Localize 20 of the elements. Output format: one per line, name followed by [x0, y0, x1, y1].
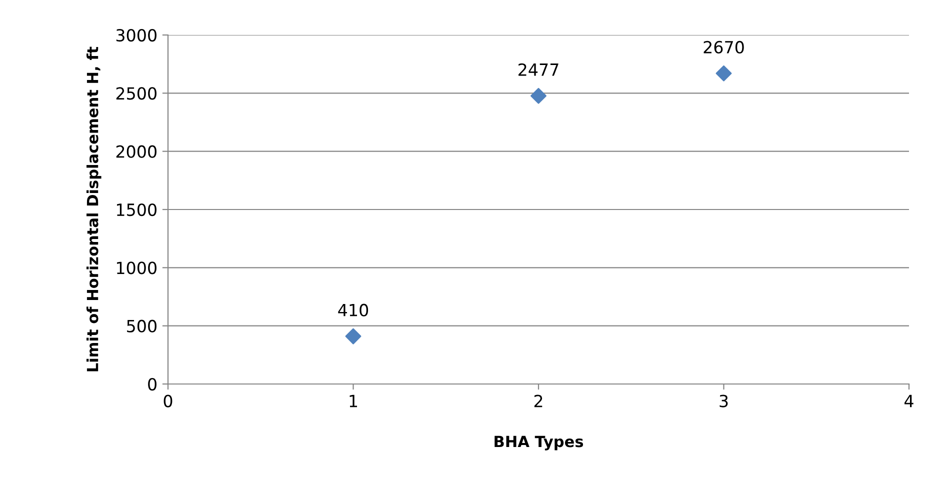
- x-tick-label: 1: [350, 394, 358, 408]
- point: [345, 328, 362, 344]
- y-tick-label: 1000: [116, 262, 156, 274]
- x-tick-label: 0: [164, 394, 172, 408]
- x-tick-label: 4: [904, 394, 914, 408]
- x-tick-label: 3: [720, 394, 728, 408]
- data-label: 2670: [704, 40, 744, 54]
- x-axis-title: BHA Types: [494, 436, 584, 450]
- y-tick-label: 1500: [116, 203, 156, 216]
- y-tick-label: 3000: [116, 28, 156, 42]
- y-axis-title: Limit of Horizontal Displacement H, ft: [86, 46, 102, 372]
- point: [716, 65, 732, 82]
- y-tick-label: 2500: [116, 87, 156, 100]
- y-tick-label: 500: [127, 320, 156, 332]
- data-label: 2477: [518, 63, 558, 76]
- y-tick-label: 2000: [116, 145, 156, 158]
- y-tick-label: 0: [148, 378, 156, 391]
- point: [530, 88, 546, 104]
- data-label: 410: [338, 304, 368, 316]
- x-tick-label: 2: [534, 394, 542, 408]
